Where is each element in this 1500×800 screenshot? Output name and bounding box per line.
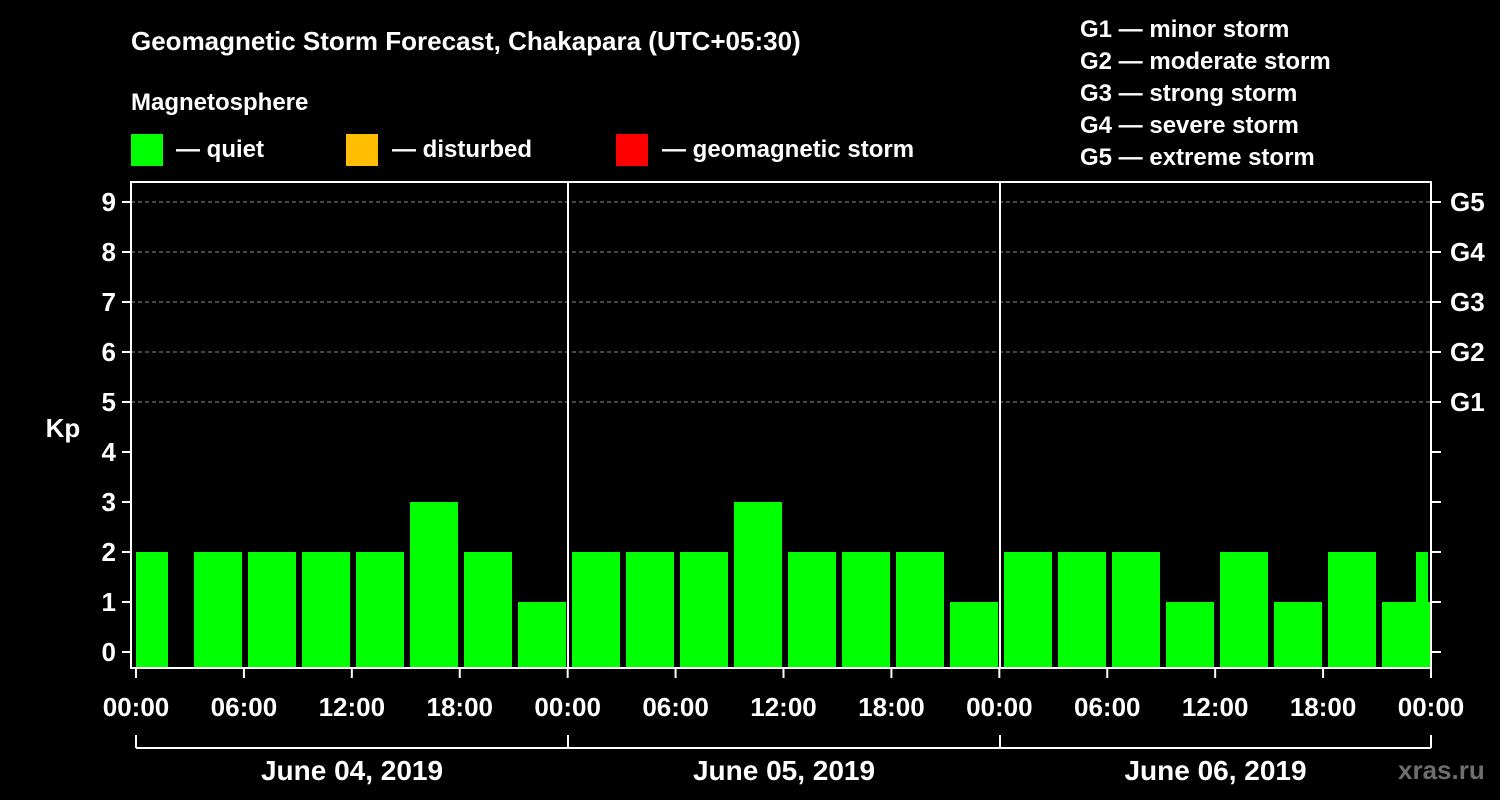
kp-bar [302,552,350,668]
watermark: xras.ru [1398,755,1485,785]
y-tick-label: 5 [102,387,116,417]
plot-area: 0 1 2 3 4 5 6 7 8 9 G1 G2 G3 G4 G5 00:00 06:00 12:00 18:00… [102,181,1485,786]
x-tick-label: 00:00 [1398,692,1465,722]
kp-bar [1416,552,1428,668]
kp-bar [626,552,674,668]
legend-swatch-disturbed [346,134,378,166]
kp-bar [356,552,404,668]
kp-bar [410,502,458,668]
kp-bar [194,552,242,668]
kp-bar [950,602,998,668]
kp-bar [680,552,728,668]
storm-scale-g4: G4 — severe storm [1080,112,1299,139]
y-axis-label: Kp [46,413,81,443]
kp-bar [734,502,782,668]
storm-scale-g1: G1 — minor storm [1080,16,1289,43]
kp-bar [896,552,944,668]
kp-bar [1058,552,1106,668]
kp-bar [788,552,836,668]
kp-bar [1166,602,1214,668]
g-scale-label: G2 [1450,337,1485,367]
legend-label-quiet: — quiet [176,136,264,163]
legend-label-storm: — geomagnetic storm [662,136,914,163]
g-scale-label: G5 [1450,187,1485,217]
x-tick-label: 06:00 [211,692,278,722]
kp-bar [518,602,566,668]
y-tick-label: 9 [102,187,116,217]
x-tick-label: 12:00 [319,692,386,722]
x-tick-label: 00:00 [966,692,1033,722]
g-scale-label: G3 [1450,287,1485,317]
x-tick-label: 00:00 [534,692,601,722]
storm-scale-g2: G2 — moderate storm [1080,48,1331,75]
x-tick-label: 00:00 [103,692,170,722]
kp-bar [842,552,890,668]
date-label: June 05, 2019 [693,755,875,786]
x-tick-label: 18:00 [427,692,494,722]
y-tick-label: 7 [102,287,116,317]
x-tick-label: 12:00 [1182,692,1249,722]
y-tick-label: 8 [102,237,116,267]
x-tick-label: 18:00 [858,692,925,722]
kp-bar [1220,552,1268,668]
chart-title: Geomagnetic Storm Forecast, Chakapara (U… [131,26,801,56]
storm-scale-g5: G5 — extreme storm [1080,144,1315,171]
y-tick-label: 6 [102,337,116,367]
x-tick-label: 06:00 [1074,692,1141,722]
date-label: June 06, 2019 [1124,755,1306,786]
g-scale-label: G1 [1450,387,1485,417]
kp-bar [1004,552,1052,668]
legend-swatch-storm [616,134,648,166]
date-label: June 04, 2019 [261,755,443,786]
plot-frame [130,181,1432,669]
y-tick-label: 1 [102,587,116,617]
kp-bar [1328,552,1376,668]
kp-bar [1112,552,1160,668]
g-scale-label: G4 [1450,237,1485,267]
storm-scale-g3: G3 — strong storm [1080,80,1297,107]
kp-bar [136,552,168,668]
y-tick-label: 4 [102,437,117,467]
kp-bar [248,552,296,668]
kp-bar [572,552,620,668]
x-tick-label: 06:00 [642,692,709,722]
y-tick-label: 3 [102,487,116,517]
kp-bar [1274,602,1322,668]
legend-title: Magnetosphere [131,89,308,116]
x-tick-label: 12:00 [750,692,817,722]
legend-label-disturbed: — disturbed [392,136,532,163]
x-tick-label: 18:00 [1290,692,1357,722]
kp-bar [464,552,512,668]
y-tick-label: 0 [102,637,116,667]
y-tick-label: 2 [102,537,116,567]
legend-swatch-quiet [131,134,163,166]
